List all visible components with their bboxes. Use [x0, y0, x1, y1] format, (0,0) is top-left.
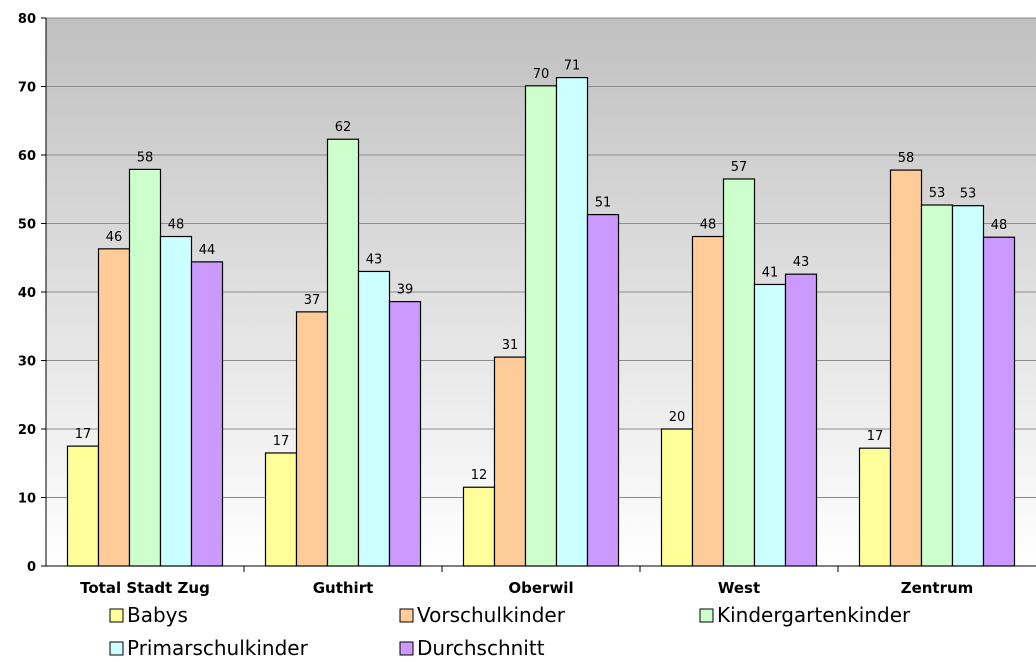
data-label: 48: [168, 218, 185, 233]
bar: [586, 213, 620, 567]
legend-swatch: [109, 608, 124, 623]
x-category-label: Oberwil: [508, 579, 573, 597]
data-label: 58: [898, 151, 915, 166]
bar: [190, 261, 224, 567]
data-label: 70: [533, 67, 550, 82]
bar: [660, 428, 694, 567]
data-label: 37: [304, 293, 321, 308]
y-tick-label: 50: [18, 218, 36, 233]
bar: [889, 169, 923, 567]
data-labels: 17 46 58 48 44 17 37 62 43 39 12 31 70 71 51 20 48 57 41 43…: [75, 59, 1008, 484]
data-label: 48: [700, 218, 717, 233]
legend-swatch: [109, 641, 124, 656]
bar: [920, 204, 954, 567]
y-tick-label: 60: [18, 149, 36, 164]
data-label: 41: [762, 265, 779, 280]
y-tick-label: 40: [18, 286, 36, 301]
y-tick-label: 20: [18, 423, 36, 438]
y-tick-label: 0: [27, 560, 36, 575]
data-label: 51: [595, 196, 612, 211]
bar: [128, 168, 162, 567]
data-label: 53: [929, 186, 946, 201]
x-category-label: West: [718, 579, 760, 597]
bar: [388, 300, 422, 567]
legend-label: Primarschulkinder: [127, 636, 309, 660]
data-label: 58: [137, 150, 154, 165]
x-category-label: Zentrum: [901, 579, 974, 597]
data-label: 39: [397, 283, 414, 298]
bar: [326, 138, 360, 567]
y-tick-label: 70: [18, 81, 36, 96]
legend-swatch: [399, 641, 414, 656]
y-axis: 0 10 20 30 40 50 60 70 80: [18, 12, 47, 575]
data-label: 44: [199, 243, 216, 258]
bar: [555, 76, 589, 567]
bar: [264, 452, 298, 567]
legend-label: Babys: [127, 603, 188, 627]
data-label: 43: [366, 252, 383, 267]
data-label: 48: [991, 218, 1008, 233]
data-label: 53: [960, 187, 977, 202]
x-category-label: Total Stadt Zug: [80, 579, 210, 597]
bar: [951, 205, 985, 567]
data-label: 46: [106, 230, 123, 245]
data-label: 17: [867, 429, 884, 444]
data-label: 43: [793, 255, 810, 270]
x-axis: Total Stadt Zug Guthirt Oberwil West Zentrum: [46, 565, 1036, 597]
bar: [159, 235, 193, 567]
y-tick-label: 80: [18, 12, 36, 27]
y-tick-label: 10: [18, 492, 36, 507]
bar: [66, 445, 100, 567]
bar: [753, 283, 787, 567]
bar: [97, 248, 131, 567]
data-label: 12: [471, 468, 488, 483]
bar: [784, 273, 818, 567]
data-label: 20: [669, 410, 686, 425]
legend-swatch: [399, 608, 414, 623]
bar: [524, 85, 558, 567]
data-label: 17: [75, 427, 92, 442]
bar: [295, 311, 329, 567]
legend: Babys Vorschulkinder Kindergartenkinder Pri…: [109, 603, 911, 660]
legend-label: Durchschnitt: [417, 636, 545, 660]
bar: [357, 270, 391, 567]
bar: [722, 178, 756, 567]
y-tick-label: 30: [18, 355, 36, 370]
bar: [493, 356, 527, 567]
bar: [858, 447, 892, 567]
bar: [982, 236, 1016, 567]
bar: [462, 486, 496, 567]
data-label: 71: [564, 59, 581, 74]
legend-label: Vorschulkinder: [417, 603, 566, 627]
legend-swatch: [699, 608, 714, 623]
data-label: 57: [731, 160, 748, 175]
x-category-label: Guthirt: [313, 579, 374, 597]
data-label: 17: [273, 434, 290, 449]
bar: [691, 235, 725, 567]
data-label: 62: [335, 120, 352, 135]
legend-label: Kindergartenkinder: [717, 603, 911, 627]
bar-series: [66, 76, 1016, 567]
data-label: 31: [502, 338, 519, 353]
